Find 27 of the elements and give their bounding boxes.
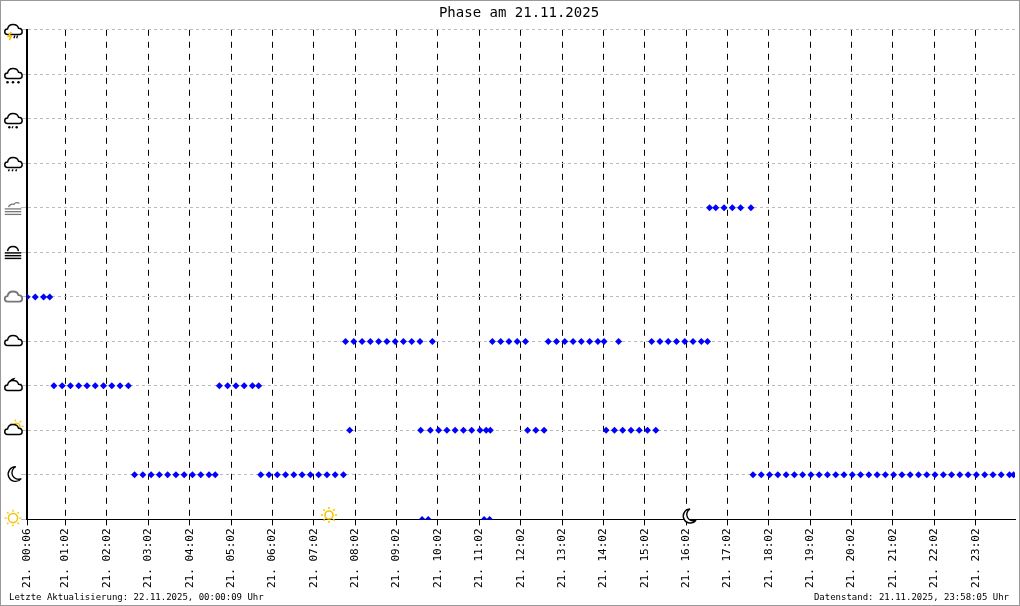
chart-title: Phase am 21.11.2025	[438, 4, 600, 21]
x-tick-label: 21. 19:02	[803, 528, 817, 589]
x-tick-label: 21. 17:02	[720, 528, 734, 589]
x-tick-label: 21. 04:02	[182, 528, 196, 589]
x-tick-label: 21. 18:02	[761, 528, 775, 589]
x-tick-label: 21. 15:02	[637, 528, 651, 589]
x-tick-label: 21. 09:02	[389, 528, 403, 589]
x-tick-label: 21. 02:02	[99, 528, 113, 589]
x-tick-label: 21. 21:02	[885, 528, 899, 589]
x-tick-label: 21. 20:02	[844, 528, 858, 589]
x-tick-label: 21. 23:02	[968, 528, 982, 589]
x-tick-label: 21. 16:02	[678, 528, 692, 589]
x-tick-label: 21. 14:02	[596, 528, 610, 589]
x-tick-label: 21. 05:02	[223, 528, 237, 589]
x-tick-label: 21. 11:02	[472, 528, 486, 589]
x-tick-label: 21. 22:02	[927, 528, 941, 589]
x-tick-label: 21. 03:02	[141, 528, 155, 589]
x-tick-label: 21. 06:02	[265, 528, 279, 589]
x-tick-label: 21. 08:02	[348, 528, 362, 589]
x-tick-label: 21. 13:02	[554, 528, 568, 589]
text: Letzte Aktualisierung: 22.11.2025, 00:00:09 Uhr	[9, 592, 264, 602]
x-tick-label: 21. 01:02	[58, 528, 72, 589]
x-tick-label: 21. 00:06	[19, 528, 33, 589]
text: Datenstand: 21.11.2025, 23:58:05 Uhr	[813, 592, 1009, 602]
x-tick-label: 21. 10:02	[430, 528, 444, 589]
x-tick-label: 21. 12:02	[513, 528, 527, 589]
x-tick-label: 21. 07:02	[306, 528, 320, 589]
